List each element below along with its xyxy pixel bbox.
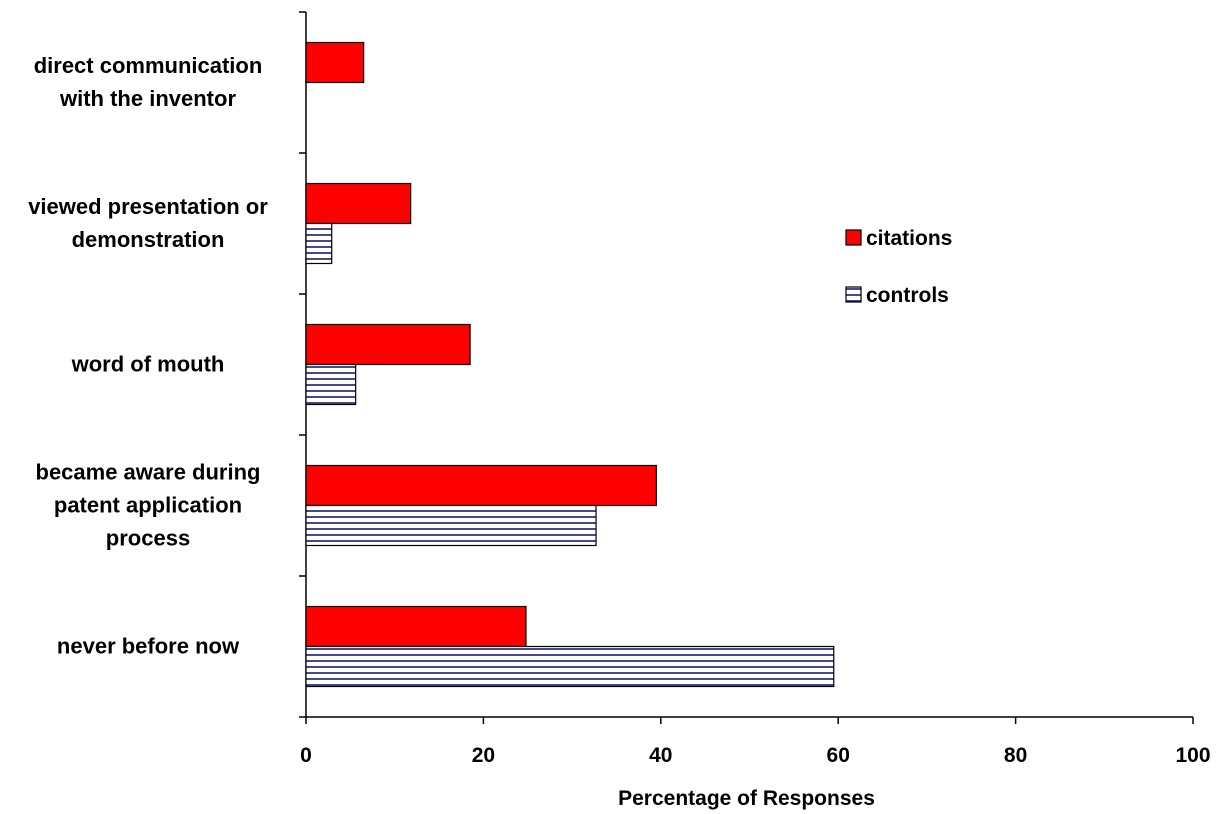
legend-swatch-citations xyxy=(845,229,862,246)
bar-controls-4 xyxy=(305,645,835,688)
x-tick-label: 20 xyxy=(472,744,495,767)
category-label: patent application xyxy=(54,493,242,518)
category-label: viewed presentation or xyxy=(28,194,268,219)
bar-citations-2 xyxy=(305,323,471,366)
bar-citations-0 xyxy=(305,41,365,84)
bar-citations-4 xyxy=(305,605,527,648)
bar-citations-1 xyxy=(305,182,412,225)
x-tick-labels: 0 20 40 60 80 100 xyxy=(300,744,1210,767)
category-labels: direct communication with the inventor vie… xyxy=(28,53,268,659)
x-tick-label: 80 xyxy=(1004,744,1027,767)
x-tick-label: 60 xyxy=(827,744,850,767)
bar-citations-3 xyxy=(305,464,657,507)
category-label: direct communication xyxy=(34,53,263,78)
legend: citations controls xyxy=(845,227,952,307)
bar-controls-3 xyxy=(305,504,597,547)
category-label: with the inventor xyxy=(59,86,236,111)
bar-controls-1 xyxy=(305,222,333,265)
category-label: never before now xyxy=(57,634,240,659)
x-tick-label: 0 xyxy=(300,744,312,767)
category-label: process xyxy=(106,526,190,551)
bars xyxy=(305,41,835,688)
bar-controls-2 xyxy=(305,363,357,406)
category-label: word of mouth xyxy=(71,352,225,377)
x-axis-title: Percentage of Responses xyxy=(618,787,875,810)
legend-label-controls: controls xyxy=(866,284,949,307)
legend-label-citations: citations xyxy=(866,227,952,250)
legend-swatch-controls xyxy=(845,286,862,303)
category-label: became aware during xyxy=(36,460,261,485)
x-tick-label: 40 xyxy=(649,744,672,767)
x-tick-label: 100 xyxy=(1175,744,1210,767)
category-label: demonstration xyxy=(72,227,225,252)
